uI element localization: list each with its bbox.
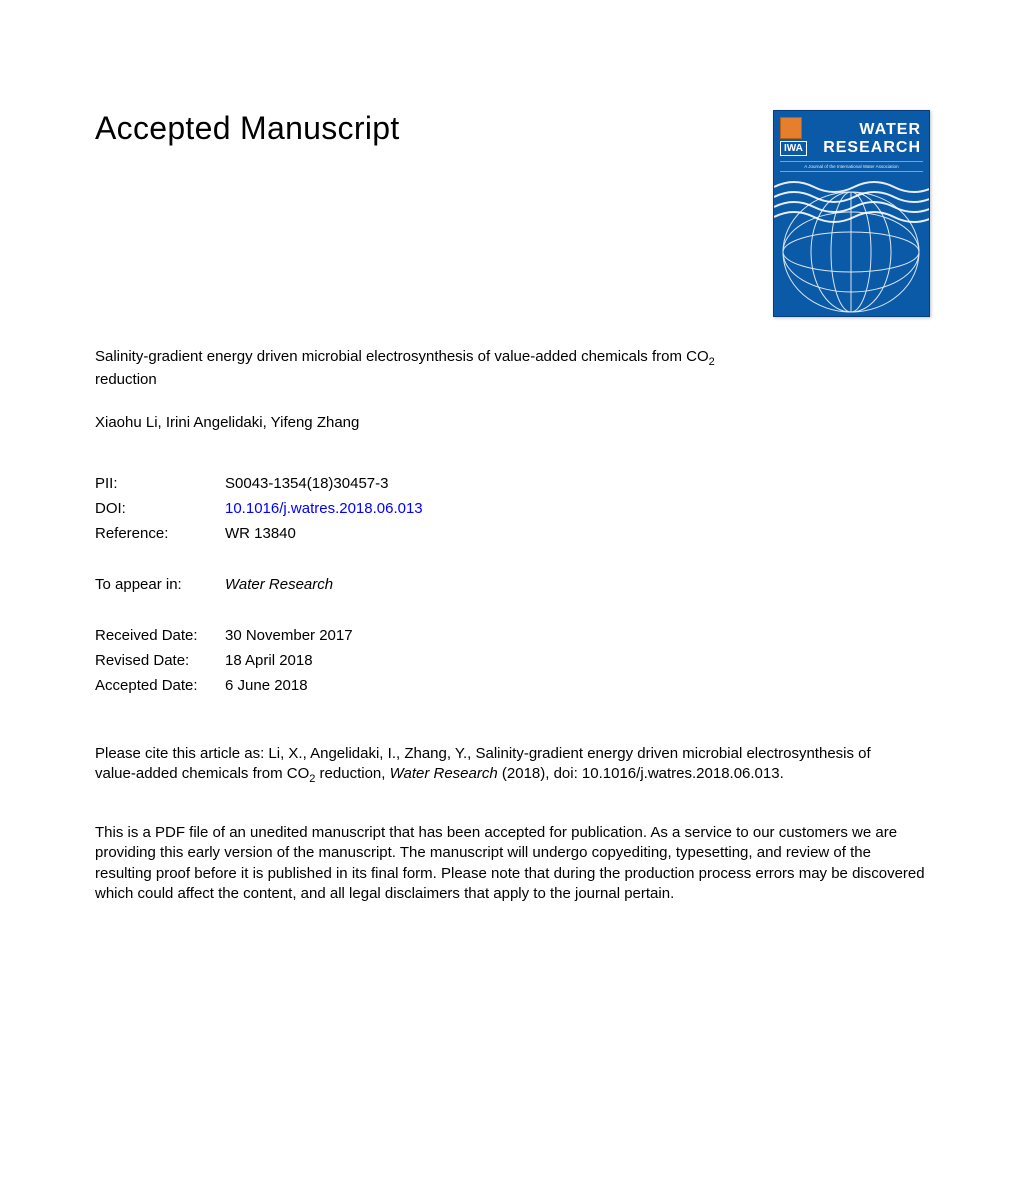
cite-post: (2018), doi: 10.1016/j.watres.2018.06.01… — [498, 765, 784, 782]
cite-journal: Water Research — [390, 765, 498, 782]
article-title: Salinity-gradient energy driven microbia… — [95, 347, 735, 390]
table-row: PII: S0043-1354(18)30457-3 — [95, 471, 423, 496]
received-value: 30 November 2017 — [225, 623, 423, 648]
accepted-value: 6 June 2018 — [225, 673, 423, 698]
pii-label: PII: — [95, 471, 225, 496]
received-label: Received Date: — [95, 623, 225, 648]
article-authors: Xiaohu Li, Irini Angelidaki, Yifeng Zhan… — [95, 414, 930, 431]
metadata-table: PII: S0043-1354(18)30457-3 DOI: 10.1016/… — [95, 471, 423, 698]
cover-title-line2: RESEARCH — [823, 139, 921, 157]
globe-waves-icon — [774, 167, 929, 317]
reference-label: Reference: — [95, 521, 225, 546]
iwa-badge: IWA — [780, 141, 807, 156]
revised-value: 18 April 2018 — [225, 648, 423, 673]
journal-cover: WATER RESEARCH IWA A Journal of the Inte… — [773, 110, 930, 317]
cite-mid: reduction, — [315, 765, 389, 782]
table-row: Received Date: 30 November 2017 — [95, 623, 423, 648]
publisher-notice: This is a PDF file of an unedited manusc… — [95, 823, 925, 904]
table-row: Reference: WR 13840 — [95, 521, 423, 546]
appear-label: To appear in: — [95, 572, 225, 597]
table-row: DOI: 10.1016/j.watres.2018.06.013 — [95, 496, 423, 521]
citation-text: Please cite this article as: Li, X., Ang… — [95, 744, 915, 787]
table-row: Accepted Date: 6 June 2018 — [95, 673, 423, 698]
table-row: Revised Date: 18 April 2018 — [95, 648, 423, 673]
doi-link[interactable]: 10.1016/j.watres.2018.06.013 — [225, 500, 423, 517]
cover-title-line1: WATER — [859, 121, 921, 139]
revised-label: Revised Date: — [95, 648, 225, 673]
doi-label: DOI: — [95, 496, 225, 521]
article-title-post: reduction — [95, 371, 157, 388]
pii-value: S0043-1354(18)30457-3 — [225, 471, 423, 496]
elsevier-logo-icon — [780, 117, 802, 139]
reference-value: WR 13840 — [225, 521, 423, 546]
accepted-label: Accepted Date: — [95, 673, 225, 698]
article-title-pre: Salinity-gradient energy driven microbia… — [95, 348, 709, 365]
article-title-sub: 2 — [709, 356, 715, 368]
appear-value: Water Research — [225, 572, 423, 597]
page-heading: Accepted Manuscript — [95, 110, 400, 147]
table-row: To appear in: Water Research — [95, 572, 423, 597]
